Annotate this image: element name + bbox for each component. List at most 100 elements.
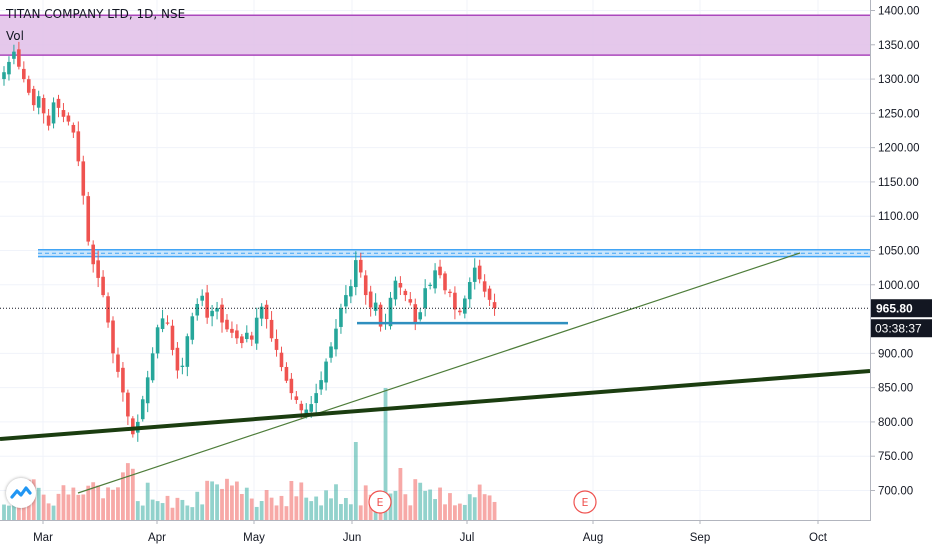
volume-bar [284, 506, 289, 520]
volume-bar [125, 463, 130, 520]
earnings-marker[interactable] [368, 490, 392, 514]
candle-body [195, 303, 200, 316]
candle-body [299, 403, 304, 411]
candle-body [319, 380, 323, 390]
volume-bar [348, 504, 353, 520]
candle-body [418, 312, 423, 320]
volume-bar [472, 497, 477, 520]
candle-body [140, 399, 145, 420]
symbol-title[interactable]: TITAN COMPANY LTD, 1D, NSE [6, 7, 186, 21]
price-tick-label: 1400.00 [878, 6, 920, 18]
volume-bar [111, 489, 115, 520]
volume-bar [398, 468, 403, 520]
candle-body [487, 288, 492, 300]
volume-bar [428, 489, 433, 520]
candle-body [339, 308, 343, 327]
candle-body [210, 310, 214, 317]
rising-trendline-thick[interactable] [0, 369, 871, 441]
candle-body [443, 273, 447, 291]
volume-bar [477, 484, 482, 520]
volume-bar [12, 499, 16, 520]
time-tick-label: Jun [343, 532, 362, 544]
volume-bar [96, 485, 101, 520]
candle-body [463, 298, 467, 314]
candle-body [51, 102, 56, 124]
candle-body [86, 196, 91, 242]
candle-body [220, 304, 224, 323]
candles [2, 41, 497, 442]
time-axis[interactable]: Mar Apr May Jun Jul Aug Sep Oct [0, 520, 871, 550]
volume-bar [180, 499, 185, 520]
candle-body [155, 327, 160, 354]
volume-bar [254, 506, 259, 520]
volume-bar [353, 442, 358, 520]
candle-body [111, 320, 115, 354]
rising-trendline-thin[interactable] [77, 252, 801, 494]
volume-bar [249, 498, 254, 520]
candle-body [393, 280, 398, 300]
volume-bar [66, 494, 71, 520]
candle-body [423, 288, 427, 309]
candle-body [101, 276, 105, 296]
volume-bar [319, 505, 324, 520]
candle-body [378, 304, 383, 327]
candle-body [170, 325, 175, 350]
volume-bar [304, 497, 309, 520]
time-tick-label: Mar [33, 532, 53, 544]
volume-bar [492, 501, 497, 520]
candle-body [482, 281, 487, 292]
candle-body [309, 404, 314, 412]
volume-bar [121, 472, 125, 520]
price-axis[interactable]: 1400.00 1350.00 1300.00 1250.00 1200.00 1150.… [870, 0, 932, 550]
volume-bar [383, 388, 388, 520]
volume-bar [259, 501, 264, 520]
candle-body [254, 317, 259, 344]
candle-body [472, 267, 477, 282]
price-tick-label: 1050.00 [878, 245, 920, 257]
price-tick-label: 1200.00 [878, 143, 920, 155]
volume-label[interactable]: Vol [6, 29, 24, 43]
candle-body [467, 282, 472, 300]
candle-body [106, 296, 110, 323]
volume-bar [145, 482, 150, 520]
candle-body [279, 352, 284, 368]
volume-bar [230, 485, 234, 520]
candle-body [274, 338, 279, 350]
candle-body [190, 316, 195, 340]
price-tick-label: 1300.00 [878, 74, 920, 86]
volume-bar [408, 505, 413, 520]
volume-bar [185, 505, 190, 520]
volume-bar [457, 503, 462, 520]
volume-bar [418, 482, 423, 520]
candle-body [368, 291, 373, 308]
volume-bar [443, 504, 447, 520]
price-tick-label: 750.00 [878, 451, 913, 463]
candle-body [175, 347, 180, 371]
earnings-marker-label: E [377, 496, 384, 509]
candle-body [91, 244, 95, 265]
candle-body [7, 61, 11, 75]
volume-bar [46, 503, 51, 520]
price-tick-label: 1100.00 [878, 211, 919, 223]
volume-bar [195, 491, 200, 520]
candle-body [126, 392, 130, 417]
candle-body [81, 161, 86, 196]
candle-body [46, 115, 51, 126]
price-tick-label: 1000.00 [878, 280, 920, 292]
volume-bar [234, 481, 239, 520]
candle-body [433, 270, 437, 289]
candle-body [244, 332, 249, 340]
volume-bar [324, 490, 328, 520]
volume-bar [487, 495, 492, 520]
candle-body [349, 286, 353, 297]
time-tick-label: Apr [148, 532, 166, 544]
time-axis-bg [0, 520, 871, 550]
earnings-marker[interactable] [573, 490, 597, 514]
tradingview-logo[interactable] [6, 478, 36, 508]
time-tick-label: May [243, 532, 265, 544]
volume-bar [200, 504, 205, 520]
volume-bar [215, 484, 219, 520]
candle-body [36, 96, 41, 108]
